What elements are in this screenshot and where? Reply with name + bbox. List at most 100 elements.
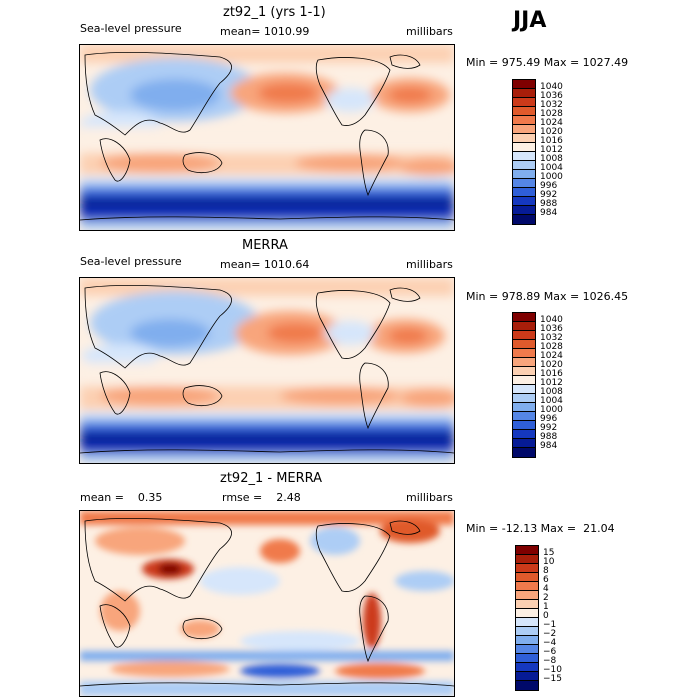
colorbar-swatch (513, 322, 535, 331)
colorbar-swatch (513, 170, 535, 179)
colorbar-swatch (513, 430, 535, 439)
panel3-australia-anomaly (180, 620, 220, 638)
colorbar-swatch (513, 125, 535, 134)
panel3-africa-outline (99, 604, 131, 648)
panel3-minmax: Min = -12.13 Max = 21.04 (466, 522, 615, 535)
colorbar-tick-label: 1008 (540, 387, 563, 397)
colorbar-tick-label: 1012 (540, 378, 563, 388)
panel2-map-svg (80, 278, 454, 463)
colorbar-tick-label: −15 (543, 674, 562, 684)
colorbar-tick-label: 1020 (540, 127, 563, 137)
colorbar-tick-label: 2 (543, 593, 549, 603)
panel3-southern-ocean-negative (240, 664, 320, 678)
panel1-azores-high-core (388, 87, 432, 103)
panel3-canada-anomaly (310, 527, 360, 555)
colorbar-tick-label: 6 (543, 575, 549, 585)
colorbar-swatch (516, 672, 538, 681)
colorbar-tick-label: 988 (540, 432, 558, 442)
colorbar-swatch (516, 573, 538, 582)
panel2-colorbar-cells (512, 312, 536, 458)
colorbar-swatch (513, 403, 535, 412)
colorbar-swatch (513, 376, 535, 385)
panel2-azores-high-core (388, 328, 428, 344)
colorbar-swatch (516, 636, 538, 645)
panel2-units: millibars (406, 258, 453, 271)
panel2-south-pacific-high (280, 387, 400, 405)
colorbar-swatch (513, 331, 535, 340)
panel3-antarctica-outline (80, 682, 454, 687)
panel2-north-america-outline (315, 290, 391, 359)
panel1-south-america-outline (359, 129, 389, 197)
panel1-colorbar: 1040 1036 1032 1028 1024 1020 1016 1012 1008 1004… (512, 79, 572, 227)
panel2-south-america-outline (359, 362, 389, 430)
colorbar-swatch (513, 152, 535, 161)
colorbar-tick-label: 1024 (540, 118, 563, 128)
colorbar-swatch (513, 179, 535, 188)
panel3-andes-anomaly (363, 593, 381, 649)
panel1-coastlines (80, 52, 454, 221)
panel3-colorbar-cells (515, 545, 539, 691)
colorbar-tick-label: 1040 (540, 82, 563, 92)
colorbar-swatch (513, 107, 535, 116)
panel3-europe-anomaly (95, 527, 185, 555)
colorbar-swatch (513, 197, 535, 206)
colorbar-tick-label: 1000 (540, 405, 563, 415)
panel1-southern-band-1 (80, 177, 454, 183)
panel1-southern-band-2 (80, 183, 454, 189)
panel2-africa-outline (99, 371, 131, 415)
panel2-south-indian-high (100, 386, 220, 406)
colorbar-tick-label: 996 (540, 414, 558, 424)
panel1-equatorial-band (80, 127, 454, 147)
panel1-arctic-field (80, 45, 454, 63)
season-label: JJA (513, 8, 547, 33)
colorbar-swatch (513, 188, 535, 197)
colorbar-swatch (513, 412, 535, 421)
panel2-india-low (82, 344, 158, 368)
panel3-eurasia-outline (84, 518, 232, 602)
panel1-minmax: Min = 975.49 Max = 1027.49 (466, 56, 629, 69)
panel2-title: MERRA (242, 238, 288, 253)
colorbar-tick-label: 1016 (540, 369, 563, 379)
colorbar-tick-label: 984 (540, 208, 558, 218)
colorbar-tick-label: 1012 (540, 145, 563, 155)
panel1-australia-outline (182, 152, 223, 174)
panel1-map (79, 44, 455, 231)
colorbar-tick-label: 996 (540, 181, 558, 191)
colorbar-tick-label: 1004 (540, 163, 563, 173)
panel1-asian-low-core (130, 79, 220, 111)
colorbar-tick-label: 992 (540, 423, 558, 433)
panel3-southern-ocean-band-1 (80, 651, 454, 661)
colorbar-swatch (513, 340, 535, 349)
colorbar-tick-label: 992 (540, 190, 558, 200)
colorbar-tick-label: 1036 (540, 324, 563, 334)
colorbar-tick-label: 984 (540, 441, 558, 451)
panel2-southern-band-3 (80, 424, 454, 432)
colorbar-swatch (513, 116, 535, 125)
panel1-colorbar-labels: 1040 1036 1032 1028 1024 1020 1016 1012 1008 1004… (512, 79, 572, 227)
panel1-south-pacific-high (295, 154, 405, 172)
colorbar-swatch (513, 439, 535, 448)
colorbar-tick-label: 1032 (540, 100, 563, 110)
panel1-mean: mean= 1010.99 (220, 25, 310, 38)
colorbar-tick-label: 1028 (540, 342, 563, 352)
colorbar-swatch (513, 349, 535, 358)
panel3-north-pacific-anomaly (260, 539, 300, 563)
colorbar-tick-label: 1016 (540, 136, 563, 146)
panel2-mean: mean= 1010.64 (220, 258, 310, 271)
colorbar-swatch (513, 448, 535, 457)
panel3-australia-outline (182, 618, 223, 640)
panel2-colorbar: 1040 1036 1032 1028 1024 1020 1016 1012 1008 1004… (512, 312, 572, 460)
panel1-africa-outline (99, 138, 131, 182)
panel1-title: zt92_1 (yrs 1-1) (223, 5, 326, 20)
panel1-north-pacific-high-core (258, 83, 318, 103)
panel3-greenland-outline (389, 520, 421, 535)
colorbar-tick-label: −6 (543, 647, 557, 657)
colorbar-swatch (516, 618, 538, 627)
panel3-units: millibars (406, 491, 453, 504)
colorbar-swatch (513, 358, 535, 367)
colorbar-swatch (513, 313, 535, 322)
panel3-north-america-outline (315, 523, 391, 592)
colorbar-swatch (513, 367, 535, 376)
panel1-antarctic-band (80, 221, 454, 230)
colorbar-tick-label: 1020 (540, 360, 563, 370)
